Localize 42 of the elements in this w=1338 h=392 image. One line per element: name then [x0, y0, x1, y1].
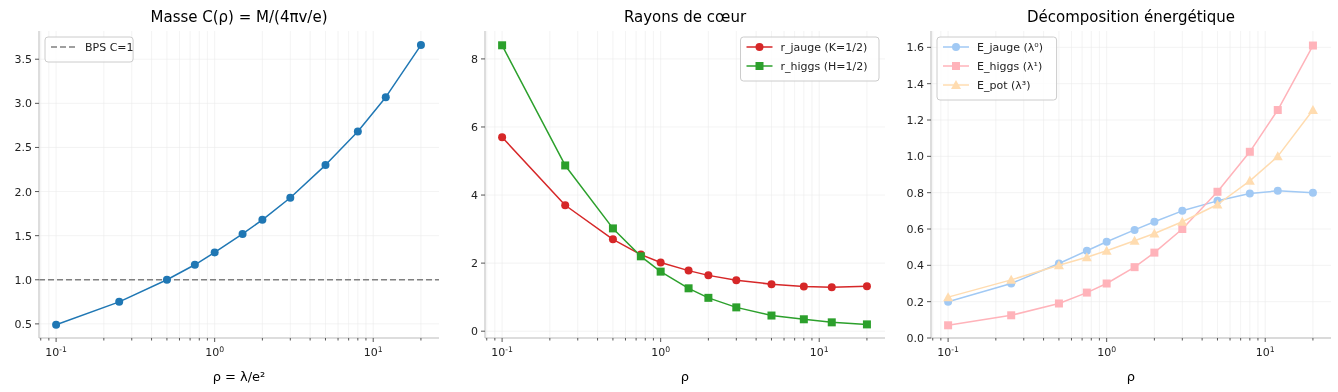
y-tick-label: 3.0 — [14, 97, 32, 111]
y-tick-label: 2.5 — [14, 141, 32, 155]
y-tick-label: 1.0 — [14, 273, 32, 287]
legend-label: E_jauge (λ⁰) — [977, 41, 1043, 54]
y-tick-label: 0.6 — [906, 223, 924, 237]
y-tick-label: 0.5 — [14, 317, 32, 331]
x-axis-title: ρ — [1126, 369, 1136, 384]
y-tick-label: 0.2 — [906, 295, 924, 309]
y-tick-label: 1.4 — [906, 77, 924, 91]
x-tick-label: 10$^{0}$ — [205, 344, 225, 359]
x-tick-label: 10$^{0}$ — [1097, 344, 1117, 359]
x-axis-title: ρ — [680, 369, 690, 384]
x-axis-title: ρ = λ/e² — [212, 369, 266, 384]
x-tick-label: 10$^{1}$ — [809, 344, 829, 359]
y-tick-label: 6 — [471, 120, 478, 134]
y-tick-label: 0 — [471, 325, 478, 339]
y-tick-label: 0.0 — [906, 332, 924, 345]
chart-title: Masse C(ρ) = M/(4πv/e) — [150, 8, 328, 26]
chart-title: Décomposition énergétique — [1027, 8, 1235, 26]
legend-label: E_pot (λ³) — [977, 79, 1031, 92]
y-tick-label: 1.6 — [906, 41, 924, 55]
x-tick-label: 10$^{-1}$ — [45, 344, 68, 359]
legend-label: r_jauge (K=1/2) — [780, 41, 868, 54]
chart-title: Rayons de cœur — [623, 8, 747, 26]
y-tick-label: 0.4 — [906, 259, 924, 273]
x-tick-label: 10$^{1}$ — [363, 344, 383, 359]
y-tick-label: 1.2 — [906, 114, 924, 128]
y-tick-label: 3.5 — [14, 53, 32, 67]
x-tick-label: 10$^{1}$ — [1255, 344, 1275, 359]
y-tick-label: 1.5 — [14, 229, 32, 243]
y-tick-label: 8 — [471, 52, 478, 66]
legend-label: BPS C=1 — [85, 41, 134, 54]
y-tick-label: 2.0 — [14, 185, 32, 199]
x-tick-label: 10$^{0}$ — [651, 344, 671, 359]
x-tick-label: 10$^{-1}$ — [937, 344, 960, 359]
y-tick-label: 2 — [471, 257, 478, 271]
y-tick-label: 0.8 — [906, 186, 924, 200]
y-tick-label: 4 — [471, 189, 478, 203]
y-tick-label: 1.0 — [906, 150, 924, 164]
x-tick-label: 10$^{-1}$ — [491, 344, 514, 359]
legend-label: r_higgs (H=1/2) — [780, 60, 868, 73]
legend-label: E_higgs (λ¹) — [977, 60, 1043, 73]
